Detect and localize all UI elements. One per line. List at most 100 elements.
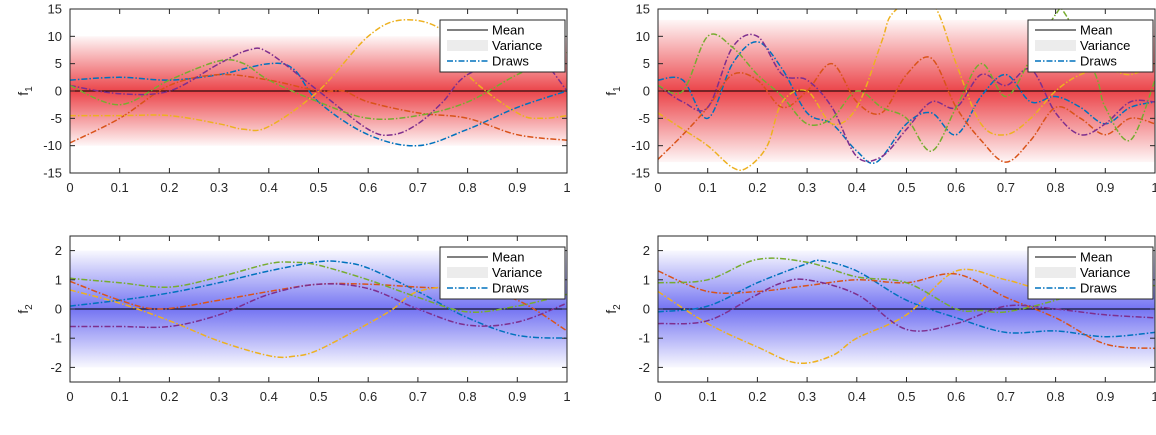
x-tick-label: 0.9 <box>508 389 526 404</box>
x-tick-label: 0.7 <box>409 389 427 404</box>
legend-draws-label: Draws <box>1080 54 1117 69</box>
y-tick-label: -10 <box>631 138 650 153</box>
draw-series-1 <box>70 260 567 339</box>
y-tick-label: -1 <box>50 331 62 346</box>
draw-series-4 <box>658 278 1155 332</box>
draws <box>658 9 1155 172</box>
panel-bottom-right: 0 0.1 0.2 0.3 0.4 0.5 0.6 0.7 0.8 0.9 1 -2 -1 0 1 2 f2 Me… <box>603 235 1156 404</box>
x-tick-label: 0.7 <box>997 180 1015 195</box>
x-tick-label: 0.8 <box>1047 180 1065 195</box>
x-tick-label: 0.7 <box>409 180 427 195</box>
legend-variance-label: Variance <box>1080 38 1130 53</box>
x-tick-label: 0.3 <box>798 389 816 404</box>
legend-box <box>439 246 566 300</box>
x-tick-label: 0.4 <box>260 389 278 404</box>
y-tick-label: -10 <box>43 138 62 153</box>
legend-variance-label: Variance <box>492 265 542 280</box>
y-tick-label: -1 <box>638 331 650 346</box>
legend-variance-swatch <box>1035 40 1076 51</box>
legend-variance-swatch <box>447 40 488 51</box>
legend-variance-swatch <box>447 267 488 278</box>
x-tick-label: 0.8 <box>459 180 477 195</box>
panel-top-left: 0 0.1 0.2 0.3 0.4 0.5 0.6 0.7 0.8 0.9 1 -15 -10 -5 0 5 1… <box>15 2 571 196</box>
y-tick-label: 5 <box>643 56 650 71</box>
x-tick-label: 0.1 <box>111 180 129 195</box>
x-tick-label: 0.9 <box>1096 389 1114 404</box>
draws <box>70 18 567 147</box>
draw-series-3 <box>70 18 567 132</box>
y-tick-label: 0 <box>55 84 62 99</box>
legend-draws-label: Draws <box>1080 281 1117 296</box>
x-tick-label: 0.8 <box>1047 389 1065 404</box>
legend-draws-label: Draws <box>492 54 529 69</box>
y-tick-label: 10 <box>48 29 62 44</box>
x-tick-label: 0.3 <box>798 180 816 195</box>
panel-top-right: 0 0.1 0.2 0.3 0.4 0.5 0.6 0.7 0.8 0.9 1 -15 -10 -5 0 5 1… <box>603 2 1156 196</box>
legend-variance-swatch <box>1035 267 1076 278</box>
legend-variance-label: Variance <box>1080 265 1130 280</box>
x-tick-label: 0.5 <box>309 180 327 195</box>
x-tick-label: 0.6 <box>359 180 377 195</box>
x-tick-label: 0 <box>66 180 73 195</box>
x-tick-label: 0.2 <box>748 180 766 195</box>
y-axis-label: f2 <box>15 304 35 314</box>
y-tick-label: -5 <box>50 111 62 126</box>
draw-series-2 <box>70 73 567 144</box>
legend-draws-label: Draws <box>492 281 529 296</box>
y-tick-label: 1 <box>643 272 650 287</box>
x-tick-label: 0 <box>654 389 661 404</box>
x-tick-label: 0.4 <box>260 180 278 195</box>
y-tick-label: -15 <box>631 166 650 181</box>
draw-series-1 <box>658 259 1155 338</box>
x-tick-label: 1 <box>1151 180 1156 195</box>
x-tick-label: 0.1 <box>699 389 717 404</box>
x-tick-label: 0.5 <box>897 180 915 195</box>
x-tick-label: 0.2 <box>160 389 178 404</box>
y-tick-label: 2 <box>643 243 650 258</box>
y-tick-label: 5 <box>55 56 62 71</box>
x-tick-label: 0.5 <box>897 389 915 404</box>
y-axis-label: f2 <box>603 304 623 314</box>
legend-mean-label: Mean <box>492 23 525 38</box>
y-tick-label: -5 <box>638 111 650 126</box>
x-tick-label: 0.5 <box>309 389 327 404</box>
x-tick-label: 0.4 <box>848 180 866 195</box>
draw-series-3 <box>658 9 1155 172</box>
y-axis-label: f1 <box>603 86 623 96</box>
y-tick-label: -15 <box>43 166 62 181</box>
draw-series-5 <box>70 261 567 313</box>
x-tick-label: 0.4 <box>848 389 866 404</box>
y-tick-label: -2 <box>50 360 62 375</box>
x-tick-label: 0.3 <box>210 180 228 195</box>
x-tick-label: 1 <box>563 180 570 195</box>
y-tick-label: -2 <box>638 360 650 375</box>
x-tick-label: 0.2 <box>160 180 178 195</box>
draw-series-5 <box>70 52 567 120</box>
y-tick-label: 1 <box>55 272 62 287</box>
legend-mean-label: Mean <box>1080 250 1113 265</box>
y-axis-label: f1 <box>15 86 35 96</box>
y-tick-label: 0 <box>643 302 650 317</box>
x-tick-label: 0.1 <box>111 389 129 404</box>
x-tick-label: 1 <box>563 389 570 404</box>
x-tick-label: 0.1 <box>699 180 717 195</box>
panel-bottom-left: 0 0.1 0.2 0.3 0.4 0.5 0.6 0.7 0.8 0.9 1 -2 -1 0 1 2 f2 Me… <box>15 235 571 404</box>
x-tick-label: 0.6 <box>359 389 377 404</box>
x-tick-label: 0.6 <box>947 389 965 404</box>
x-tick-label: 0.3 <box>210 389 228 404</box>
draw-series-1 <box>70 62 567 147</box>
x-tick-label: 0.2 <box>748 389 766 404</box>
y-tick-label: 10 <box>636 29 650 44</box>
legend-variance-label: Variance <box>492 38 542 53</box>
draw-series-2 <box>658 56 1155 163</box>
draw-series-4 <box>658 33 1155 163</box>
legend-mean-label: Mean <box>1080 23 1113 38</box>
y-tick-label: 0 <box>55 302 62 317</box>
x-tick-label: 1 <box>1151 389 1156 404</box>
x-tick-label: 0.7 <box>997 389 1015 404</box>
